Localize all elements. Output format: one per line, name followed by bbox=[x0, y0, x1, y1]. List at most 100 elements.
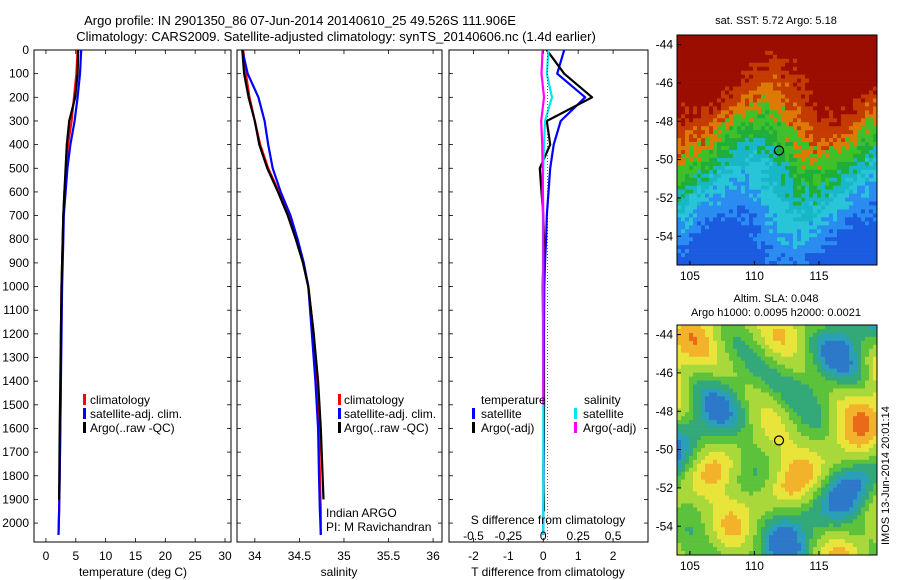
map-cell bbox=[697, 66, 702, 71]
map-cell bbox=[737, 428, 742, 433]
map-cell bbox=[841, 325, 846, 330]
map-cell bbox=[729, 340, 734, 346]
map-cell bbox=[737, 325, 742, 330]
map-cell bbox=[737, 249, 742, 254]
map-cell bbox=[797, 74, 802, 79]
map-cell bbox=[817, 74, 822, 79]
map-cell bbox=[869, 181, 874, 186]
map-cell bbox=[705, 344, 710, 350]
map-cell bbox=[701, 114, 706, 119]
map-cell bbox=[677, 225, 682, 230]
map-cell bbox=[853, 352, 858, 358]
map-cell bbox=[789, 443, 794, 449]
map-cell bbox=[677, 146, 682, 151]
map-cell bbox=[713, 114, 718, 119]
map-cell bbox=[781, 35, 786, 40]
map-cell bbox=[857, 412, 862, 417]
map-cell bbox=[865, 78, 870, 83]
map-cell bbox=[749, 249, 754, 254]
map-cell bbox=[685, 70, 690, 75]
map-cell bbox=[701, 142, 706, 147]
map-cell bbox=[825, 90, 830, 95]
map-cell bbox=[745, 86, 750, 91]
map-cell bbox=[777, 82, 782, 87]
map-cell bbox=[869, 436, 874, 441]
map-cell bbox=[757, 221, 762, 226]
map-cell bbox=[741, 102, 746, 107]
map-cell bbox=[793, 368, 798, 373]
map-cell bbox=[705, 74, 710, 79]
map-cell bbox=[713, 74, 718, 79]
map-cell bbox=[677, 253, 682, 258]
map-cell bbox=[741, 70, 746, 75]
map-cell bbox=[845, 420, 850, 425]
map-cell bbox=[721, 114, 726, 119]
map-cell bbox=[689, 340, 694, 346]
map-cell bbox=[681, 344, 686, 350]
map-cell bbox=[697, 432, 702, 437]
map-cell bbox=[701, 384, 706, 389]
map-cell bbox=[689, 110, 694, 115]
map-cell bbox=[757, 340, 762, 346]
map-cell bbox=[729, 416, 734, 421]
depth-tick-label: 1300 bbox=[2, 351, 29, 365]
map-cell bbox=[725, 237, 730, 242]
map-cell bbox=[777, 217, 782, 222]
map-cell bbox=[789, 50, 794, 56]
map-cell bbox=[717, 193, 722, 198]
map-cell bbox=[857, 340, 862, 346]
map-cell bbox=[761, 348, 766, 354]
map-cell bbox=[725, 193, 730, 198]
map-cell bbox=[797, 336, 802, 342]
map-cell bbox=[709, 253, 714, 258]
map-cell bbox=[841, 463, 846, 469]
map-cell bbox=[801, 197, 806, 202]
map-cell bbox=[789, 70, 794, 75]
map-cell bbox=[873, 455, 878, 461]
legend-swatch-clim bbox=[83, 394, 86, 405]
map-cell bbox=[805, 153, 810, 159]
map-cell bbox=[841, 364, 846, 369]
map-cell bbox=[853, 241, 858, 246]
map-cell bbox=[717, 161, 722, 167]
map-cell bbox=[749, 332, 754, 338]
map-cell bbox=[697, 46, 702, 52]
map-cell bbox=[685, 237, 690, 242]
map-cell bbox=[869, 161, 874, 167]
map-cell bbox=[873, 463, 878, 469]
map-cell bbox=[821, 130, 826, 135]
map-cell bbox=[845, 122, 850, 127]
map-cell bbox=[821, 249, 826, 254]
map-cell bbox=[833, 157, 838, 163]
map-cell bbox=[801, 416, 806, 421]
map-cell bbox=[709, 360, 714, 365]
map-cell bbox=[693, 388, 698, 393]
map-cell bbox=[769, 404, 774, 409]
map-cell bbox=[869, 348, 874, 354]
map-cell bbox=[741, 50, 746, 56]
map-cell bbox=[845, 134, 850, 139]
map-cell bbox=[753, 42, 758, 48]
map-cell bbox=[729, 368, 734, 373]
map-cell bbox=[677, 436, 682, 441]
map-cell bbox=[861, 173, 866, 179]
map-cell bbox=[845, 336, 850, 342]
map-cell bbox=[777, 428, 782, 433]
map-cell bbox=[865, 150, 870, 155]
map-cell bbox=[861, 249, 866, 254]
map-cell bbox=[797, 428, 802, 433]
map-cell bbox=[729, 257, 734, 262]
map-cell bbox=[757, 58, 762, 64]
map-cell bbox=[761, 185, 766, 190]
map-cell bbox=[825, 348, 830, 354]
map-cell bbox=[813, 348, 818, 354]
map-cell bbox=[721, 157, 726, 163]
map-cell bbox=[705, 98, 710, 103]
map-cell bbox=[685, 165, 690, 171]
map-cell bbox=[829, 325, 834, 330]
map-cell bbox=[741, 142, 746, 147]
map-cell bbox=[689, 177, 694, 183]
map-cell bbox=[693, 106, 698, 111]
map-cell bbox=[729, 201, 734, 206]
map-cell bbox=[785, 78, 790, 83]
